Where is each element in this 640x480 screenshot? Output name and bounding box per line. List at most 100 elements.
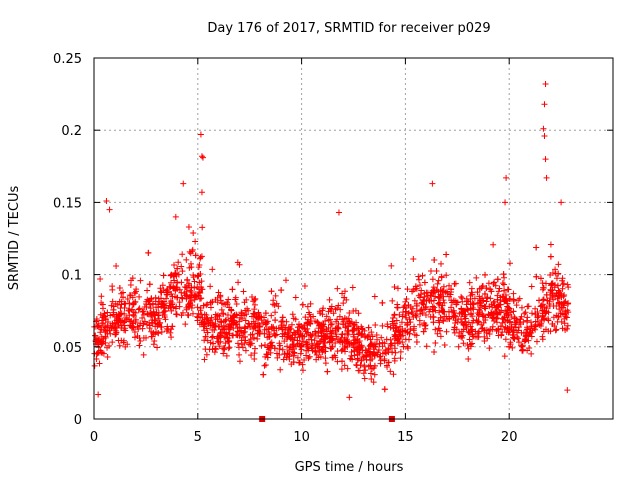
data-point (394, 285, 401, 292)
data-point (171, 262, 178, 269)
data-point (104, 354, 111, 361)
y-tick-label: 0.2 (61, 124, 82, 139)
data-point (338, 347, 345, 354)
data-point (104, 309, 111, 316)
data-point (394, 301, 401, 308)
data-point (326, 296, 333, 303)
data-point (172, 269, 179, 276)
data-point (411, 297, 418, 304)
data-point (167, 284, 174, 291)
data-point (169, 323, 176, 330)
data-point (234, 259, 241, 266)
data-point (112, 300, 119, 307)
data-point (236, 332, 243, 339)
data-point (542, 80, 549, 87)
data-point (412, 312, 419, 319)
data-point (558, 301, 565, 308)
data-point (358, 343, 365, 350)
data-point (209, 298, 216, 305)
data-point (127, 281, 134, 288)
data-point (486, 330, 493, 337)
data-point (397, 323, 404, 330)
data-point (459, 298, 466, 305)
data-point (255, 315, 262, 322)
data-point (538, 317, 545, 324)
data-point (306, 353, 313, 360)
data-point (438, 260, 445, 267)
data-point (163, 295, 170, 302)
data-point (174, 279, 181, 286)
data-point (130, 301, 137, 308)
data-point (410, 255, 417, 262)
data-point (322, 344, 329, 351)
data-point (231, 312, 238, 319)
data-point (307, 332, 314, 339)
data-point (345, 328, 352, 335)
plot-frame (93, 57, 614, 420)
data-point (203, 302, 210, 309)
data-point (432, 339, 439, 346)
data-point (495, 288, 502, 295)
data-point (305, 355, 312, 362)
data-point (198, 189, 205, 196)
data-point (399, 339, 406, 346)
data-point (306, 311, 313, 318)
data-point (301, 357, 308, 364)
data-point (341, 288, 348, 295)
data-point (225, 325, 232, 332)
data-point (329, 354, 336, 361)
data-point (357, 362, 364, 369)
data-point (204, 337, 211, 344)
data-point (502, 292, 509, 298)
data-point (450, 307, 457, 314)
data-point (113, 262, 120, 269)
data-point (251, 306, 258, 313)
data-point (365, 351, 372, 358)
data-point (488, 288, 495, 295)
data-point (188, 297, 195, 304)
data-point (536, 297, 543, 304)
data-point (377, 353, 384, 360)
data-point (525, 303, 532, 310)
data-point (202, 333, 209, 340)
data-point (247, 342, 254, 349)
data-point (185, 312, 192, 319)
data-point (238, 341, 245, 348)
data-point (107, 312, 114, 319)
data-point (117, 305, 124, 312)
data-point (261, 314, 268, 321)
data-point (402, 327, 409, 334)
data-point (463, 325, 470, 332)
data-point (125, 307, 132, 314)
data-point (220, 310, 227, 317)
data-point (539, 336, 546, 343)
data-point (501, 287, 508, 294)
data-point (545, 328, 552, 335)
data-point (431, 256, 438, 263)
data-point (335, 302, 342, 309)
data-point (242, 347, 249, 354)
data-point (139, 315, 146, 322)
data-point (186, 282, 193, 289)
data-point (328, 345, 335, 352)
data-point (122, 343, 129, 350)
data-point (340, 300, 347, 307)
data-point (289, 332, 296, 339)
data-point (283, 336, 290, 343)
data-point (153, 304, 160, 311)
data-point (524, 317, 531, 324)
data-point (413, 332, 420, 339)
data-point (404, 322, 411, 329)
data-point (339, 358, 346, 365)
data-point (528, 283, 535, 290)
data-point (432, 307, 439, 314)
data-point (191, 278, 198, 285)
data-point (409, 288, 416, 295)
data-point (201, 327, 208, 334)
data-point (228, 321, 235, 328)
data-point (145, 297, 152, 304)
data-point (387, 341, 394, 348)
data-point (487, 295, 494, 302)
data-point (384, 364, 391, 371)
data-point (539, 312, 546, 319)
